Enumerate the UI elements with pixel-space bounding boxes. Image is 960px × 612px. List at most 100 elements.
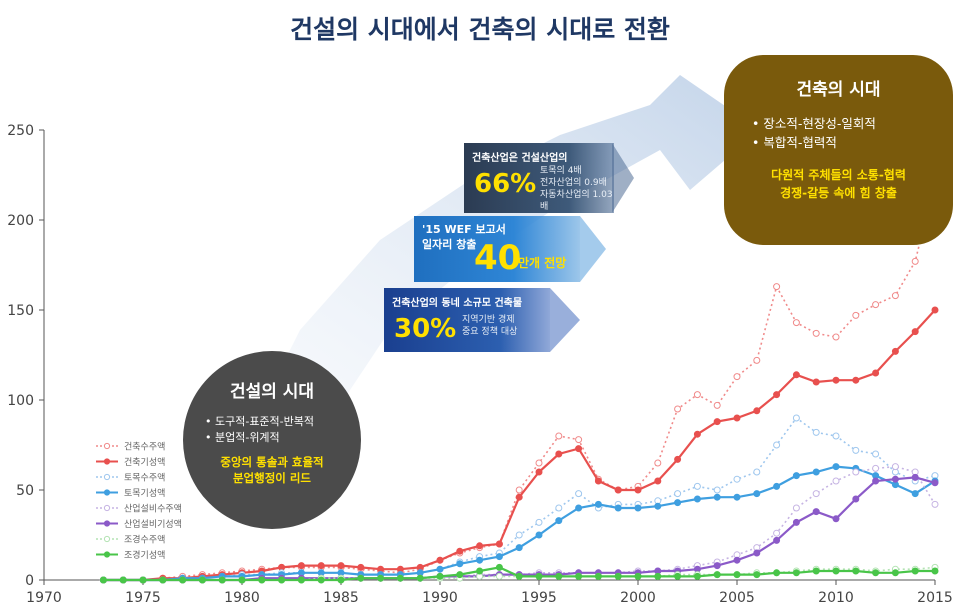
x-tick-label: 1995 xyxy=(521,590,557,606)
legend-item: 건축기성액 xyxy=(96,456,165,468)
y-tick-label: 200 xyxy=(7,213,34,229)
data-point xyxy=(218,576,226,584)
y-tick-label: 50 xyxy=(16,483,34,499)
data-point xyxy=(614,486,622,494)
x-tick-label: 2005 xyxy=(719,590,755,606)
data-point xyxy=(654,502,662,510)
construction-era-highlight: 중앙의 통솔과 효율적 분업행정이 리드 xyxy=(183,454,361,486)
x-tick-label: 1970 xyxy=(26,590,62,606)
data-point xyxy=(872,450,880,458)
data-point xyxy=(832,432,840,440)
data-point xyxy=(614,504,622,512)
data-point xyxy=(792,319,800,327)
construction-era-panel: 건설의 시대 • 도구적-표준적-반복적 • 분업적-위계적 중앙의 통솔과 효… xyxy=(183,351,361,529)
data-point xyxy=(911,567,919,575)
data-point xyxy=(238,576,246,584)
architecture-era-highlight: 다원적 주체들의 소통-협력 경쟁-갈등 속에 힘 창출 xyxy=(724,166,953,202)
legend-marker xyxy=(103,520,111,527)
data-point xyxy=(476,556,484,564)
data-point xyxy=(812,468,820,476)
callout-wef-unit: 만개 전망 xyxy=(518,256,567,270)
construction-era-highlight-line: 중앙의 통솔과 효율적 xyxy=(220,455,324,469)
data-point xyxy=(773,283,781,291)
callout-small-details: 지역기반 경제 중요 정책 대상 xyxy=(462,314,517,338)
data-point xyxy=(674,455,682,463)
data-point xyxy=(594,477,602,485)
construction-era-title: 건설의 시대 xyxy=(229,382,315,402)
architecture-era-highlight-line: 경쟁-갈등 속에 힘 창출 xyxy=(780,186,897,200)
data-point xyxy=(357,574,365,582)
callout-share-line: 토목의 4배 xyxy=(540,166,582,176)
page-title: 건설의 시대에서 건축의 시대로 전환 xyxy=(290,15,670,44)
data-point xyxy=(693,391,701,399)
y-tick-label: 150 xyxy=(7,303,34,319)
data-point xyxy=(911,257,919,265)
data-point xyxy=(297,562,305,570)
callout-share-arrow xyxy=(612,143,634,213)
data-point xyxy=(753,468,761,476)
data-point xyxy=(852,376,860,384)
data-point xyxy=(812,329,820,337)
data-point xyxy=(891,463,899,471)
architecture-era-highlight-line: 다원적 주체들의 소통-협력 xyxy=(771,168,906,182)
data-point xyxy=(911,473,919,481)
data-point xyxy=(456,560,464,568)
data-point xyxy=(753,356,761,364)
data-point xyxy=(733,556,741,564)
series-8 xyxy=(99,563,939,584)
data-point xyxy=(119,576,127,584)
legend-item: 산업설비수주액 xyxy=(96,503,182,515)
data-point xyxy=(852,468,860,476)
data-point xyxy=(713,401,721,409)
architecture-era-title: 건축의 시대 xyxy=(796,80,881,100)
data-point xyxy=(337,576,345,584)
data-point xyxy=(931,500,939,508)
legend-marker xyxy=(103,504,111,512)
data-point xyxy=(456,571,464,579)
data-point xyxy=(555,572,563,580)
legend-item: 건축수주액 xyxy=(96,441,165,453)
data-point xyxy=(575,504,583,512)
data-point xyxy=(891,347,899,355)
data-point xyxy=(832,463,840,471)
callout-small-arrow xyxy=(550,288,580,352)
data-point xyxy=(773,482,781,490)
data-point xyxy=(535,572,543,580)
data-point xyxy=(891,292,899,300)
data-point xyxy=(693,482,701,490)
data-point xyxy=(476,542,484,550)
data-point xyxy=(634,504,642,512)
data-point xyxy=(416,574,424,582)
data-point xyxy=(713,418,721,426)
construction-era-bullet: • 도구적-표준적-반복적 xyxy=(205,415,315,428)
data-point xyxy=(594,500,602,508)
y-tick-label: 0 xyxy=(25,573,34,589)
data-point xyxy=(792,472,800,480)
data-point xyxy=(713,562,721,570)
data-point xyxy=(852,446,860,454)
data-point xyxy=(753,490,761,498)
legend-item: 조경수주액 xyxy=(96,534,165,546)
data-point xyxy=(515,486,523,494)
data-point xyxy=(832,477,840,485)
data-point xyxy=(792,504,800,512)
data-point xyxy=(634,572,642,580)
y-tick-label: 100 xyxy=(7,393,34,409)
data-point xyxy=(357,563,365,571)
data-point xyxy=(575,445,583,453)
data-point xyxy=(535,518,543,526)
data-point xyxy=(852,567,860,575)
data-point xyxy=(713,493,721,501)
data-point xyxy=(733,414,741,422)
data-point xyxy=(733,571,741,579)
data-point xyxy=(674,490,682,498)
data-point xyxy=(99,576,107,584)
data-point xyxy=(674,572,682,580)
x-tick-label: 2010 xyxy=(818,590,854,606)
data-point xyxy=(575,572,583,580)
data-point xyxy=(872,464,880,472)
data-point xyxy=(495,553,503,561)
legend-label: 토목수주액 xyxy=(124,472,165,484)
data-point xyxy=(812,428,820,436)
data-point xyxy=(634,486,642,494)
